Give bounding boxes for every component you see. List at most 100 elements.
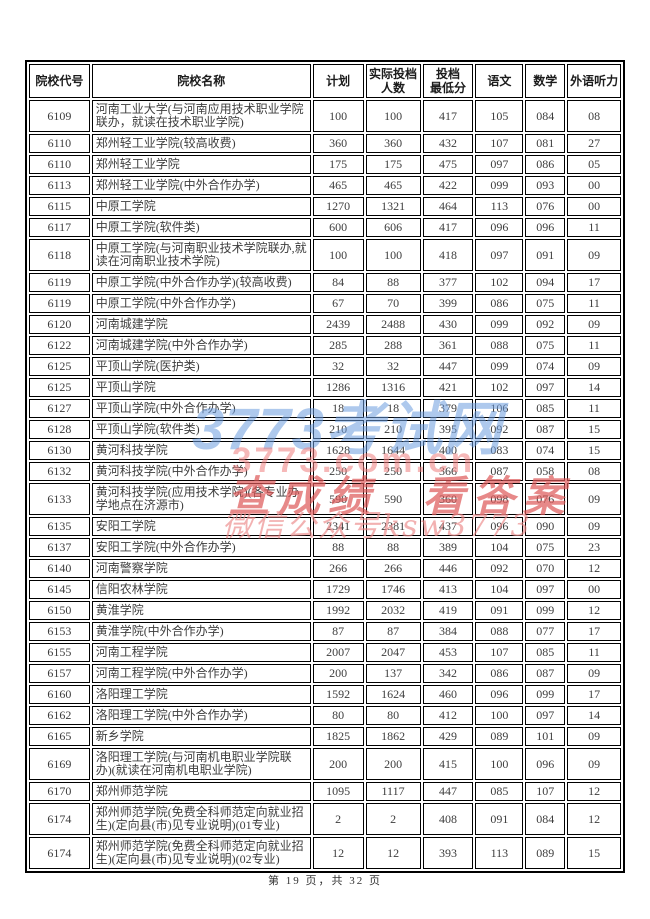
table-row: 6110 郑州轻工业学院 175 175 475 097 086 05	[29, 155, 621, 174]
cell-min-score: 415	[422, 748, 474, 780]
table-row: 6169 洛阳理工学院(与河南机电职业学院联办)(就读在河南机电职业学院) 200 2…	[29, 748, 621, 780]
cell-actual: 1746	[365, 580, 421, 599]
cell-name: 黄河科技学院	[91, 441, 311, 460]
cell-plan: 87	[312, 622, 364, 641]
cell-name: 黄淮学院	[91, 601, 311, 620]
table-row: 6174 郑州师范学院(免费全科师范定向就业招生)(定向县(市)见专业说明)(01…	[29, 803, 621, 835]
table-row: 6160 洛阳理工学院 1592 1624 460 096 099 17	[29, 685, 621, 704]
header-math: 数学	[525, 64, 566, 98]
cell-listening: 09	[567, 748, 621, 780]
cell-chinese: 096	[475, 517, 524, 536]
cell-name: 郑州轻工业学院	[91, 155, 311, 174]
cell-actual: 88	[365, 273, 421, 292]
cell-math: 090	[525, 517, 566, 536]
cell-actual: 87	[365, 622, 421, 641]
cell-math: 087	[525, 420, 566, 439]
cell-listening: 12	[567, 782, 621, 801]
cell-listening: 05	[567, 155, 621, 174]
cell-code: 6170	[29, 782, 90, 801]
cell-code: 6135	[29, 517, 90, 536]
cell-listening: 14	[567, 378, 621, 397]
cell-math: 084	[525, 803, 566, 835]
cell-actual: 200	[365, 748, 421, 780]
cell-actual: 288	[365, 336, 421, 355]
cell-plan: 2	[312, 803, 364, 835]
cell-plan: 1286	[312, 378, 364, 397]
cell-plan: 200	[312, 748, 364, 780]
cell-listening: 17	[567, 622, 621, 641]
cell-code: 6145	[29, 580, 90, 599]
cell-name: 平顶山学院(软件类)	[91, 420, 311, 439]
header-listening: 外语听力	[567, 64, 621, 98]
cell-code: 6130	[29, 441, 90, 460]
cell-name: 中原工学院(与河南职业技术学院联办,就读在河南职业技术学院)	[91, 239, 311, 271]
cell-name: 平顶山学院	[91, 378, 311, 397]
cell-name: 河南工业大学(与河南应用技术职业学院联办，就读在技术职业学院)	[91, 100, 311, 132]
cell-name: 平顶山学院(医护类)	[91, 357, 311, 376]
cell-actual: 18	[365, 399, 421, 418]
cell-plan: 1628	[312, 441, 364, 460]
cell-name: 郑州师范学院(免费全科师范定向就业招生)(定向县(市)见专业说明)(02专业)	[91, 837, 311, 869]
table-row: 6118 中原工学院(与河南职业技术学院联办,就读在河南职业技术学院) 100 100…	[29, 239, 621, 271]
cell-math: 070	[525, 559, 566, 578]
table-row: 6109 河南工业大学(与河南应用技术职业学院联办，就读在技术职业学院) 100 10…	[29, 100, 621, 132]
cell-chinese: 091	[475, 803, 524, 835]
header-actual-count: 实际投档 人数	[365, 64, 421, 98]
cell-math: 092	[525, 315, 566, 334]
table-row: 6165 新乡学院 1825 1862 429 089 101 09	[29, 727, 621, 746]
cell-actual: 100	[365, 100, 421, 132]
table-row: 6162 洛阳理工学院(中外合作办学) 80 80 412 100 097 14	[29, 706, 621, 725]
cell-math: 089	[525, 837, 566, 869]
cell-listening: 12	[567, 803, 621, 835]
cell-name: 新乡学院	[91, 727, 311, 746]
cell-code: 6160	[29, 685, 90, 704]
table-row: 6127 平顶山学院(中外合作办学) 18 18 379 106 085 11	[29, 399, 621, 418]
cell-plan: 18	[312, 399, 364, 418]
cell-listening: 00	[567, 176, 621, 195]
cell-name: 郑州轻工业学院(中外合作办学)	[91, 176, 311, 195]
cell-code: 6118	[29, 239, 90, 271]
cell-listening: 00	[567, 197, 621, 216]
cell-code: 6157	[29, 664, 90, 683]
cell-plan: 285	[312, 336, 364, 355]
cell-plan: 88	[312, 538, 364, 557]
cell-chinese: 107	[475, 134, 524, 153]
cell-chinese: 099	[475, 315, 524, 334]
cell-name: 洛阳理工学院(与河南机电职业学院联办)(就读在河南机电职业学院)	[91, 748, 311, 780]
page-number-footer: 第 19 页，共 32 页	[268, 875, 382, 887]
cell-plan: 100	[312, 100, 364, 132]
cell-actual: 70	[365, 294, 421, 313]
cell-code: 6150	[29, 601, 90, 620]
cell-min-score: 422	[422, 176, 474, 195]
cell-min-score: 432	[422, 134, 474, 153]
table-row: 6140 河南警察学院 266 266 446 092 070 12	[29, 559, 621, 578]
cell-chinese: 102	[475, 378, 524, 397]
cell-listening: 14	[567, 706, 621, 725]
cell-math: 074	[525, 357, 566, 376]
cell-code: 6119	[29, 273, 90, 292]
cell-listening: 00	[567, 580, 621, 599]
cell-actual: 1624	[365, 685, 421, 704]
cell-chinese: 113	[475, 197, 524, 216]
cell-plan: 1729	[312, 580, 364, 599]
cell-listening: 15	[567, 837, 621, 869]
cell-math: 101	[525, 727, 566, 746]
cell-name: 洛阳理工学院(中外合作办学)	[91, 706, 311, 725]
cell-min-score: 421	[422, 378, 474, 397]
cell-name: 平顶山学院(中外合作办学)	[91, 399, 311, 418]
table-row: 6153 黄淮学院(中外合作办学) 87 87 384 088 077 17	[29, 622, 621, 641]
table-row: 6132 黄河科技学院(中外合作办学) 250 250 366 087 058 08	[29, 462, 621, 481]
admission-score-table: 院校代号 院校名称 计划 实际投档 人数 投档 最低分 语文 数学 外语听力 6…	[25, 60, 625, 873]
cell-min-score: 429	[422, 727, 474, 746]
cell-listening: 15	[567, 420, 621, 439]
cell-math: 081	[525, 134, 566, 153]
cell-listening: 09	[567, 483, 621, 515]
cell-min-score: 377	[422, 273, 474, 292]
table-row: 6122 河南城建学院(中外合作办学) 285 288 361 088 075 11	[29, 336, 621, 355]
cell-math: 099	[525, 685, 566, 704]
cell-listening: 17	[567, 685, 621, 704]
cell-listening: 09	[567, 239, 621, 271]
cell-plan: 266	[312, 559, 364, 578]
cell-plan: 12	[312, 837, 364, 869]
cell-name: 中原工学院(中外合作办学)	[91, 294, 311, 313]
